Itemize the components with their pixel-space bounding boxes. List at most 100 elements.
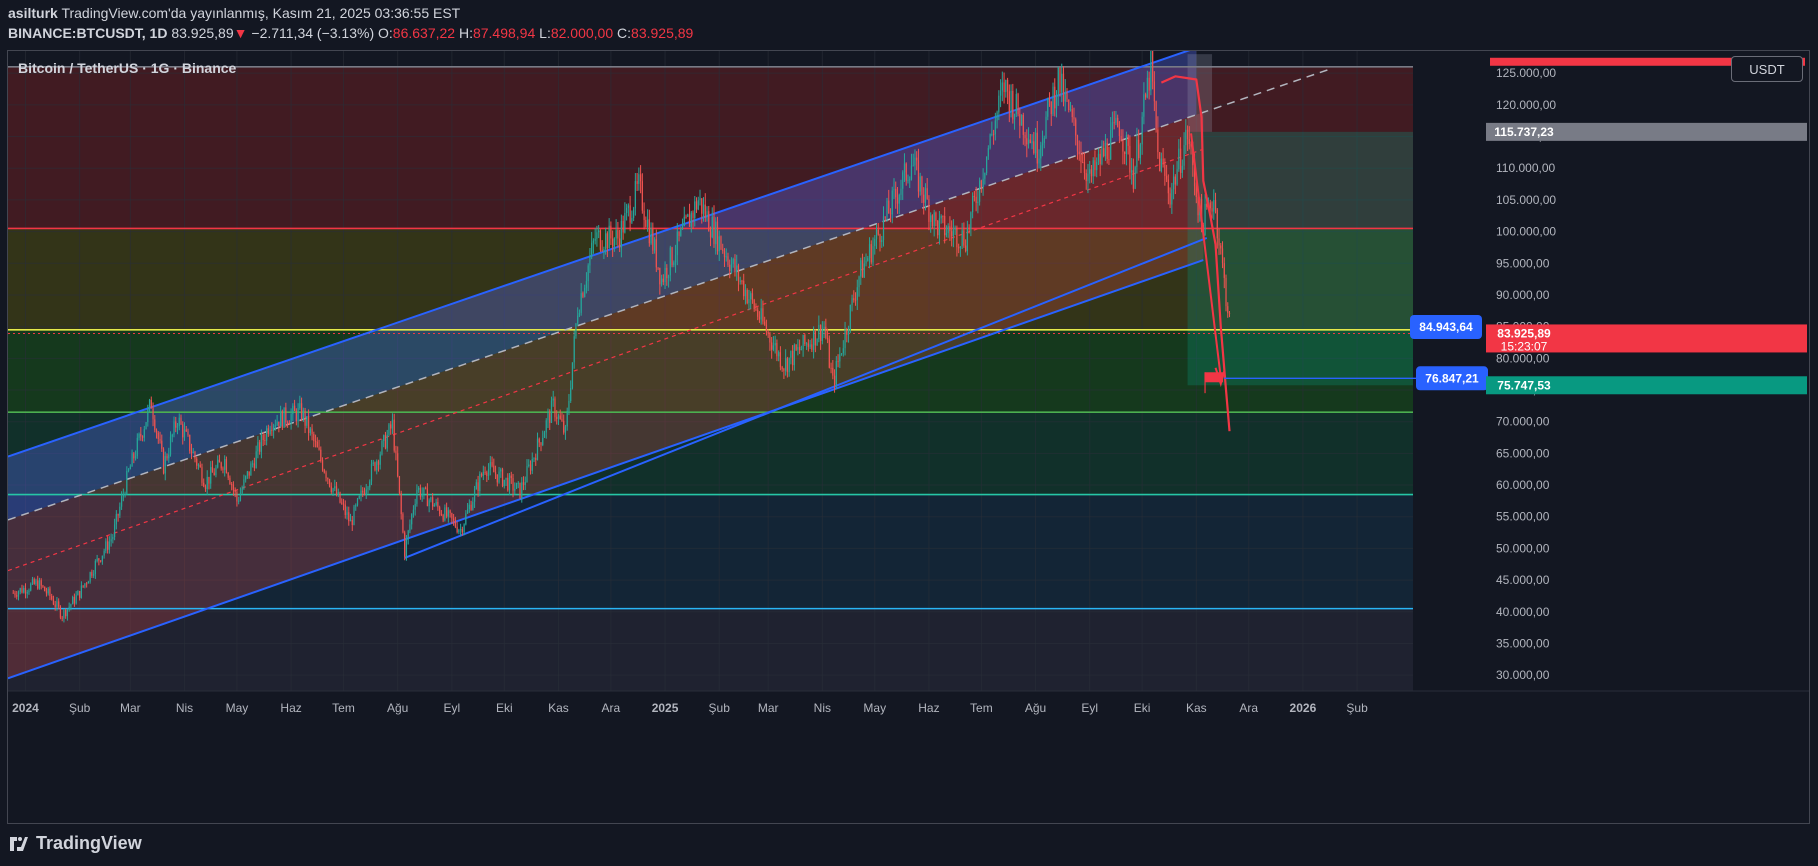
- candle-body: [769, 333, 771, 343]
- candle-body: [615, 230, 617, 239]
- candle-body: [1186, 129, 1189, 140]
- candle-body: [944, 215, 946, 236]
- candle-body: [825, 326, 827, 338]
- candle-body: [59, 606, 62, 618]
- candle-body: [514, 488, 516, 491]
- candle-body: [119, 506, 121, 516]
- candle-body: [458, 530, 460, 533]
- target-flag-icon: [1205, 372, 1224, 383]
- candle-body: [332, 488, 334, 492]
- candle-body: [1082, 162, 1084, 164]
- tradingview-logo-icon: [10, 836, 28, 851]
- candle-body: [164, 456, 166, 474]
- projection-box-top: [1187, 54, 1213, 132]
- candle-body: [252, 463, 254, 465]
- candle-body: [1171, 189, 1173, 205]
- candle-body: [498, 471, 500, 483]
- high-label: H:: [458, 25, 473, 41]
- candle-body: [598, 230, 600, 233]
- candle-body: [1017, 94, 1019, 115]
- candle-body: [785, 358, 787, 371]
- candle-body: [634, 181, 636, 209]
- candle-body: [395, 450, 397, 454]
- candle-body: [1029, 139, 1031, 144]
- candle-body: [280, 411, 282, 427]
- candle-body: [426, 488, 429, 507]
- candle-body: [966, 227, 968, 252]
- candle-body: [215, 467, 217, 476]
- candle-body: [804, 334, 806, 345]
- candle-body: [446, 507, 448, 517]
- candle-body: [1089, 169, 1091, 174]
- candle-body: [1048, 97, 1051, 102]
- candle-body: [917, 160, 920, 192]
- candle-body: [540, 442, 542, 445]
- price-tick-label: 105.000,00: [1496, 193, 1556, 207]
- candle-body: [220, 462, 222, 469]
- candle-body: [224, 459, 226, 470]
- candle-body: [1120, 136, 1122, 142]
- candle-body: [508, 475, 511, 491]
- candle-body: [432, 497, 434, 507]
- candle-body: [624, 213, 626, 233]
- candle-body: [985, 156, 988, 173]
- candle-body: [1158, 152, 1161, 172]
- candle-body: [479, 474, 481, 491]
- candle-body: [113, 524, 116, 538]
- candle-body: [811, 344, 813, 350]
- chart-panel[interactable]: 30.000,00 35.000,00 40.000,00 45.000,00 50.0…: [7, 50, 1810, 824]
- tradingview-logo[interactable]: TradingView: [8, 833, 142, 854]
- candle-body: [1138, 139, 1140, 159]
- time-tick-label: Tem: [970, 701, 993, 715]
- symbol-label[interactable]: BINANCE:BTCUSDT, 1D: [8, 25, 168, 41]
- currency-button[interactable]: USDT: [1731, 56, 1803, 82]
- candle-body: [17, 591, 20, 597]
- candle-body: [190, 451, 193, 454]
- candle-body: [31, 579, 34, 584]
- channel-mid-fill: [8, 112, 1204, 571]
- candle-body: [246, 471, 249, 477]
- candle-body: [674, 255, 677, 263]
- candle-body: [1069, 109, 1072, 111]
- candle-body: [771, 342, 773, 350]
- candle-body: [965, 245, 967, 252]
- candle-body: [1097, 153, 1100, 162]
- price-chart[interactable]: 30.000,00 35.000,00 40.000,00 45.000,00 50.0…: [8, 51, 1810, 824]
- candle-body: [959, 246, 962, 248]
- candle-body: [1164, 164, 1166, 176]
- candle-body: [788, 357, 790, 373]
- candle-body: [1134, 167, 1136, 189]
- candle-body: [439, 507, 441, 514]
- candle-body: [238, 500, 240, 502]
- candle-body: [141, 436, 144, 438]
- channel-upper-fill: [8, 51, 1197, 520]
- candle-body: [839, 354, 841, 362]
- price-label-badge: [1486, 376, 1807, 395]
- candle-body: [697, 200, 699, 210]
- candle-body: [402, 514, 404, 533]
- time-tick-label: Şub: [709, 701, 731, 715]
- candle-body: [564, 426, 567, 433]
- candle-body: [143, 429, 145, 438]
- candle-body: [299, 403, 301, 408]
- candle-body: [919, 176, 921, 192]
- candle-body: [762, 308, 764, 322]
- candle-body: [645, 219, 647, 227]
- price-tick-label: 50.000,00: [1496, 541, 1550, 555]
- candle-body: [351, 519, 353, 525]
- candle-body: [531, 458, 533, 471]
- time-tick-label: May: [226, 701, 249, 715]
- candle-body: [388, 424, 390, 435]
- candle-body: [893, 188, 895, 191]
- candle-body: [267, 428, 269, 434]
- candle-body: [671, 247, 673, 266]
- author-name[interactable]: asilturk: [8, 5, 58, 21]
- candle-body: [938, 218, 941, 236]
- candle-body: [257, 442, 259, 452]
- candle-body: [243, 479, 245, 489]
- candle-body: [241, 488, 243, 494]
- candle-body: [1005, 79, 1007, 93]
- candle-body: [660, 278, 663, 285]
- candle-body: [1176, 169, 1178, 185]
- candle-body: [260, 434, 263, 452]
